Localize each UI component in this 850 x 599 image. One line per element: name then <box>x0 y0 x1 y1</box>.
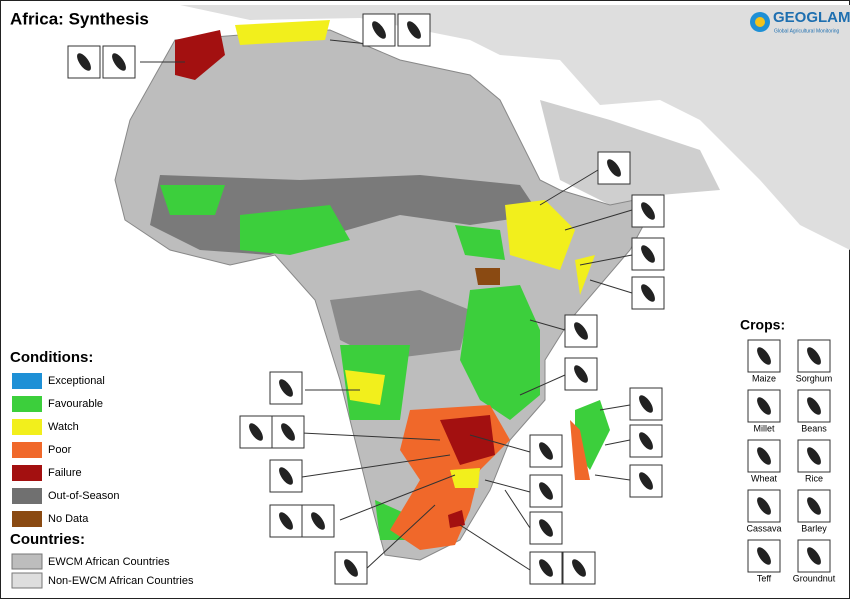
crop-icon <box>641 202 655 220</box>
legend-swatch <box>12 488 42 504</box>
legend-label: No Data <box>48 513 89 525</box>
crop-icon <box>539 482 553 500</box>
legend-label: Exceptional <box>48 375 105 387</box>
crop-label: Maize <box>752 373 776 383</box>
crop-label: Beans <box>801 423 827 433</box>
crop-icon <box>539 442 553 460</box>
legend-swatch <box>12 511 42 527</box>
crop-icon <box>757 447 771 465</box>
crop-icon <box>641 245 655 263</box>
no-data-zone <box>475 268 500 285</box>
legend-swatch <box>12 419 42 435</box>
legend-swatch <box>11 553 43 570</box>
logo-tagline: Global Agricultural Monitoring <box>774 28 840 34</box>
crop-label: Wheat <box>751 473 778 483</box>
crop-label: Teff <box>757 573 772 583</box>
crop-icon <box>539 559 553 577</box>
crop-icon <box>757 497 771 515</box>
legend-bg <box>5 345 230 595</box>
conditions-legend: Conditions: Exceptional Favourable Watch Poo… <box>5 345 230 595</box>
crop-icon <box>279 379 293 397</box>
crop-label: Rice <box>805 473 823 483</box>
crop-icon-box <box>631 194 665 228</box>
crop-icon <box>574 365 588 383</box>
crop-icon <box>607 159 621 177</box>
logo-name: GEOGLAM <box>773 9 850 26</box>
crop-icon <box>112 53 126 71</box>
crop-icon <box>249 423 263 441</box>
crop-icon <box>572 559 586 577</box>
legend-label: Out-of-Season <box>48 490 120 502</box>
crop-label: Groundnut <box>793 573 836 583</box>
title: Africa: Synthesis <box>10 9 149 28</box>
crop-icon <box>281 423 295 441</box>
legend-swatch <box>12 442 42 458</box>
crop-icon <box>279 512 293 530</box>
crop-icon <box>77 53 91 71</box>
crop-label: Cassava <box>746 523 781 533</box>
crop-label: Millet <box>753 423 775 433</box>
watch-zone <box>450 468 480 488</box>
crop-icon <box>757 347 771 365</box>
crop-label: Sorghum <box>796 373 833 383</box>
crop-icon <box>757 547 771 565</box>
legend-swatch <box>12 396 42 412</box>
crop-icon <box>407 21 421 39</box>
legend-swatch <box>11 572 43 589</box>
crops-legend: Crops: Maize Sorghum Millet Beans Wheat Rice Ca… <box>740 317 836 584</box>
legend-label: Favourable <box>48 398 103 410</box>
crop-icon <box>639 432 653 450</box>
crop-icon <box>641 284 655 302</box>
favourable-zone <box>340 285 610 540</box>
callouts <box>67 13 665 585</box>
crop-icon <box>807 347 821 365</box>
legend-heading: Conditions: <box>10 349 93 366</box>
legend-swatch <box>12 465 42 481</box>
poor-zone <box>390 405 590 550</box>
legend-label: EWCM African Countries <box>48 556 170 568</box>
crops-heading: Crops: <box>740 317 785 333</box>
legend-label: Failure <box>48 467 82 479</box>
legend-swatch <box>12 373 42 389</box>
favourable-zone <box>160 185 505 260</box>
crop-icon-box <box>747 489 781 523</box>
crop-icon <box>279 467 293 485</box>
crop-icon <box>639 395 653 413</box>
crop-icon <box>372 21 386 39</box>
crop-icon <box>311 512 325 530</box>
legend-label: Non-EWCM African Countries <box>48 575 194 587</box>
crop-icon <box>639 472 653 490</box>
crop-icon <box>807 447 821 465</box>
crop-icon <box>757 397 771 415</box>
crop-icon <box>539 519 553 537</box>
logo: GEOGLAM Global Agricultural Monitoring <box>750 9 850 34</box>
crop-icon <box>807 497 821 515</box>
crop-icon <box>807 547 821 565</box>
crop-icon <box>574 322 588 340</box>
legend-label: Watch <box>48 421 79 433</box>
crop-icon-box <box>562 551 596 585</box>
watch-zone <box>235 20 595 405</box>
out-of-season-zone <box>330 290 470 360</box>
crop-icon <box>807 397 821 415</box>
crop-icon <box>344 559 358 577</box>
eurasia <box>180 5 850 250</box>
legend-heading: Countries: <box>10 531 85 548</box>
legend-label: Poor <box>48 444 72 456</box>
crop-label: Barley <box>801 523 827 533</box>
